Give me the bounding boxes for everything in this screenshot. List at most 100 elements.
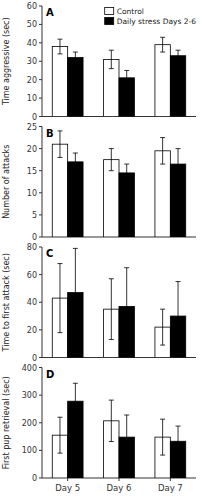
error-cap: [176, 148, 181, 149]
figure: 0102030405060Time aggressive (sec)AContr…: [0, 0, 202, 500]
error-cap: [124, 345, 129, 346]
error-cap: [73, 248, 78, 249]
error-line: [162, 37, 163, 52]
error-line: [162, 138, 163, 165]
y-axis: [42, 6, 43, 117]
y-tick-label: 10: [27, 94, 37, 103]
error-cap: [109, 68, 114, 69]
error-bar: [57, 39, 62, 54]
error-line: [178, 50, 179, 61]
error-cap: [176, 179, 181, 180]
error-bar: [73, 52, 78, 63]
error-cap: [160, 309, 165, 310]
error-cap: [73, 153, 78, 154]
panel-label: A: [46, 7, 54, 18]
bar: [68, 162, 83, 237]
legend-label: Control: [117, 7, 144, 16]
y-tick-label: 0: [32, 354, 37, 363]
error-cap: [160, 37, 165, 38]
error-cap: [73, 383, 78, 384]
error-line: [162, 419, 163, 455]
error-cap: [124, 85, 129, 86]
error-cap: [160, 52, 165, 53]
marks: [52, 131, 185, 237]
marks: [52, 383, 185, 478]
y-axis-label: First pup retrieval (sec): [2, 376, 11, 469]
error-line: [126, 268, 127, 345]
error-line: [178, 282, 179, 351]
y-tick-label: 20: [27, 76, 37, 85]
x-tick: [170, 478, 171, 481]
error-bar: [160, 138, 165, 165]
y-tick-label: 0: [32, 474, 37, 483]
error-cap: [109, 441, 114, 442]
error-line: [162, 309, 163, 345]
error-bar: [73, 153, 78, 171]
bar: [155, 151, 170, 237]
y-tick-label: 30: [27, 57, 37, 66]
y-tick-label: 15: [27, 167, 37, 176]
error-line: [126, 70, 127, 85]
error-cap: [73, 63, 78, 64]
error-bar: [73, 383, 78, 419]
error-cap: [109, 339, 114, 340]
error-line: [111, 149, 112, 171]
x-tick-label: Day 5: [55, 483, 80, 493]
error-cap: [124, 181, 129, 182]
error-cap: [73, 336, 78, 337]
error-line: [59, 417, 60, 453]
x-tick: [67, 478, 68, 481]
y-tick-label: 20: [27, 145, 37, 154]
error-bar: [109, 279, 114, 340]
marks: [52, 248, 185, 357]
y-axis: [42, 368, 43, 479]
bar: [52, 47, 67, 117]
bar: [119, 173, 134, 237]
y-tick-label: 40: [27, 298, 37, 307]
error-cap: [176, 281, 181, 282]
error-line: [178, 149, 179, 180]
bar: [68, 58, 83, 117]
error-line: [126, 415, 127, 459]
y-tick-label: 10: [27, 189, 37, 198]
panel-label: B: [46, 128, 54, 139]
legend-label: Daily stress Days 2-6: [117, 17, 197, 26]
error-bar: [160, 309, 165, 345]
error-line: [59, 39, 60, 54]
error-cap: [57, 157, 62, 158]
error-cap: [109, 50, 114, 51]
y-axis-label: Time aggressive (sec): [2, 17, 11, 106]
error-bar: [176, 426, 181, 456]
error-line: [75, 248, 76, 336]
error-cap: [109, 148, 114, 149]
y-tick-label: 50: [27, 20, 37, 29]
legend-swatch: [105, 8, 114, 15]
bar: [155, 45, 170, 117]
error-cap: [109, 400, 114, 401]
error-cap: [57, 417, 62, 418]
error-cap: [160, 164, 165, 165]
y-tick-label: 300: [22, 391, 37, 400]
error-cap: [160, 455, 165, 456]
error-cap: [57, 263, 62, 264]
error-line: [111, 400, 112, 441]
error-bar: [160, 419, 165, 455]
panel: 0102030405060Time aggressive (sec)AContr…: [2, 2, 196, 122]
error-line: [75, 52, 76, 63]
panel-label: D: [46, 369, 54, 380]
panel: 0100200300400First pup retrieval (sec)Da…: [2, 364, 196, 494]
panel: 020406080Time to first attack (sec)C: [2, 243, 196, 363]
error-cap: [176, 456, 181, 457]
error-cap: [160, 137, 165, 138]
error-bar: [160, 37, 165, 52]
y-axis: [42, 247, 43, 358]
y-axis-label: Time to first attack (sec): [2, 253, 11, 352]
error-bar: [57, 264, 62, 333]
y-tick-label: 100: [22, 446, 37, 455]
error-bar: [176, 282, 181, 351]
y-tick-label: 0: [32, 113, 37, 122]
error-cap: [160, 419, 165, 420]
error-line: [126, 164, 127, 182]
error-cap: [124, 459, 129, 460]
error-bar: [124, 164, 129, 182]
